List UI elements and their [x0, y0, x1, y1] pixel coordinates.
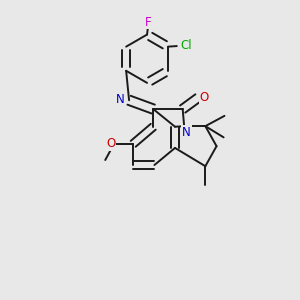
- Text: N: N: [116, 93, 124, 106]
- Text: O: O: [106, 137, 116, 150]
- Text: N: N: [182, 126, 191, 139]
- Text: O: O: [200, 91, 209, 104]
- Text: Cl: Cl: [181, 39, 192, 52]
- Text: F: F: [145, 16, 152, 29]
